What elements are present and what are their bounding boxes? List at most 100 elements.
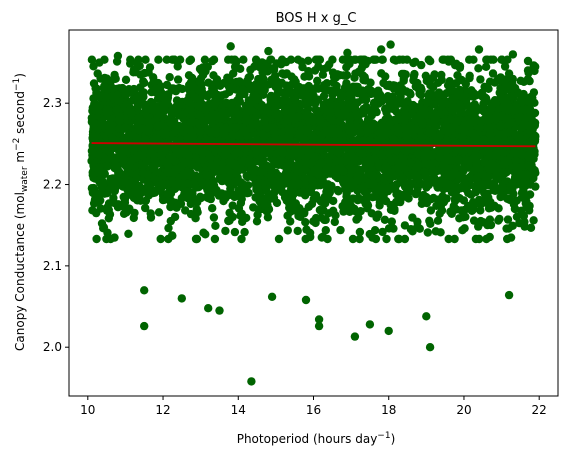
data-point — [278, 188, 287, 197]
data-point — [415, 224, 424, 233]
data-point — [96, 169, 105, 178]
data-point — [311, 55, 321, 64]
data-point — [368, 233, 377, 242]
data-point — [301, 218, 310, 227]
data-point — [492, 149, 501, 158]
data-point — [211, 161, 220, 170]
data-point — [235, 77, 244, 86]
data-point — [347, 150, 356, 159]
data-point — [415, 110, 425, 119]
data-point — [531, 62, 540, 71]
data-point — [186, 209, 196, 219]
data-point — [482, 96, 491, 106]
data-point — [414, 161, 423, 170]
data-point — [95, 189, 105, 199]
data-point — [326, 86, 335, 95]
data-point — [362, 95, 371, 104]
data-point — [107, 182, 116, 191]
data-point — [514, 113, 523, 122]
data-point — [523, 74, 533, 84]
data-point — [399, 174, 408, 184]
data-point — [232, 148, 242, 157]
data-point — [144, 181, 153, 191]
data-point — [471, 234, 481, 244]
data-point — [339, 167, 348, 176]
data-point — [171, 157, 180, 166]
data-point — [438, 192, 447, 201]
data-point — [356, 128, 365, 137]
data-point — [486, 114, 495, 124]
data-point — [423, 148, 432, 157]
data-point — [154, 55, 163, 64]
data-point — [374, 210, 383, 219]
data-point — [125, 161, 134, 171]
data-point — [100, 82, 109, 91]
data-point — [422, 183, 431, 192]
data-point — [360, 55, 369, 64]
data-point — [502, 98, 511, 107]
data-point — [115, 113, 125, 122]
data-point — [111, 74, 120, 83]
data-point — [258, 74, 267, 84]
data-point — [388, 82, 397, 91]
data-point — [215, 81, 225, 91]
data-point — [455, 61, 465, 71]
data-point — [432, 115, 441, 124]
data-point — [263, 213, 273, 222]
data-point — [130, 208, 139, 218]
data-point — [208, 204, 217, 213]
data-point — [240, 181, 249, 190]
data-point — [109, 154, 118, 163]
data-point — [123, 88, 132, 98]
data-point — [505, 136, 515, 146]
data-point — [301, 234, 310, 244]
data-point — [303, 110, 312, 119]
data-point — [124, 179, 133, 189]
data-point — [334, 142, 343, 151]
data-point — [174, 124, 183, 133]
data-point — [423, 228, 432, 237]
data-point — [337, 111, 346, 120]
data-point — [352, 135, 362, 145]
data-point — [408, 100, 418, 110]
data-point — [172, 145, 181, 155]
data-point — [328, 55, 337, 64]
data-point — [413, 150, 423, 159]
data-point — [225, 208, 234, 217]
data-point — [461, 212, 470, 221]
data-point — [433, 216, 443, 225]
data-point — [141, 55, 150, 64]
data-point — [126, 131, 135, 140]
data-point — [269, 63, 279, 73]
data-point — [99, 223, 109, 232]
data-point — [105, 126, 114, 135]
data-point — [416, 136, 425, 145]
data-point — [173, 75, 183, 84]
data-point — [404, 187, 414, 196]
data-point — [319, 65, 328, 74]
data-point — [203, 150, 213, 159]
data-point — [510, 204, 520, 214]
data-point — [162, 55, 171, 64]
data-point — [370, 154, 380, 163]
data-point — [235, 165, 245, 174]
data-point — [155, 186, 164, 195]
data-point — [469, 117, 478, 127]
data-point — [406, 225, 416, 234]
data-point — [392, 107, 401, 116]
data-point — [378, 227, 387, 237]
data-point — [188, 142, 197, 152]
data-point — [225, 216, 234, 225]
data-point — [469, 130, 478, 139]
data-point — [469, 216, 479, 225]
data-point — [311, 191, 321, 200]
data-point — [341, 198, 350, 207]
data-point — [325, 98, 334, 108]
data-point — [282, 81, 291, 90]
data-point — [199, 228, 208, 237]
data-point — [269, 156, 278, 166]
data-point — [457, 92, 466, 101]
data-point — [460, 120, 470, 129]
data-point — [394, 234, 403, 244]
data-point — [95, 150, 104, 160]
